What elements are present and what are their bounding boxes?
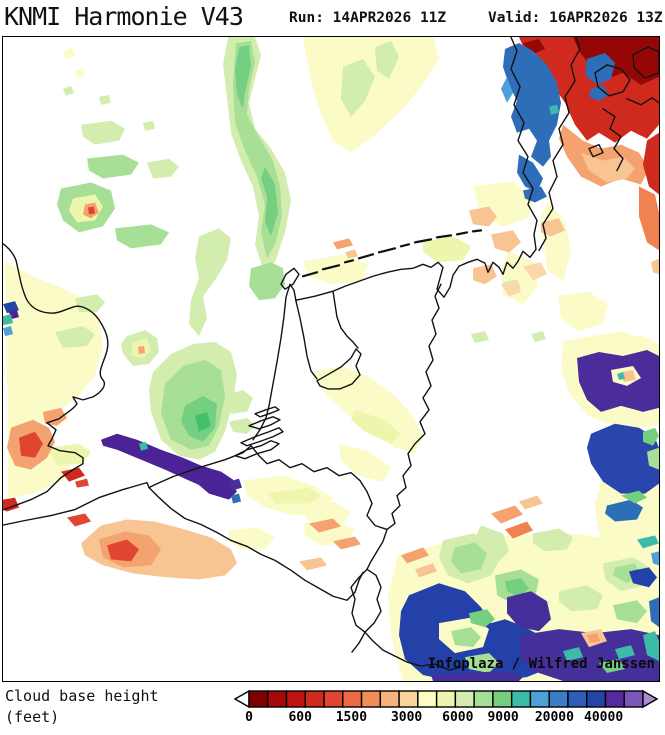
flevoland	[316, 348, 362, 390]
colorbar-tick-label: 40000	[584, 710, 623, 725]
ijsselmeer-east-shore	[332, 290, 359, 349]
colorbar-tick-label: 6000	[442, 710, 473, 725]
colorbar-left-arrow-icon	[233, 689, 250, 709]
coastline-layer	[3, 37, 659, 671]
coast-france	[3, 445, 252, 526]
colorbar-tick-label: 600	[288, 710, 312, 725]
legend-units: (feet)	[5, 708, 60, 726]
delta-island-3	[248, 416, 281, 430]
wadden-islands	[301, 229, 483, 278]
danish-island-1	[594, 64, 631, 97]
map-frame: Infoplaza / Wilfred Janssen	[2, 36, 660, 682]
colorbar-cell	[398, 690, 419, 708]
colorbar-cell	[586, 690, 607, 708]
colorbar-tick-label: 20000	[535, 710, 574, 725]
cloud-blobs-blue-northeast	[501, 42, 615, 203]
coast-england	[3, 242, 109, 511]
colorbar-svg: 0 600 1500 3000 6000 9000 20000 40000	[233, 689, 659, 725]
danish-coast-4	[602, 108, 624, 172]
coast-baltic	[538, 37, 581, 252]
colorbar-cell	[454, 690, 475, 708]
colorbar-cell	[417, 690, 438, 708]
colorbar-tick-label: 0	[245, 710, 253, 725]
colorbar-cell	[360, 690, 382, 708]
colorbar-cell	[604, 690, 625, 708]
colorbar-cell	[510, 690, 532, 708]
cloud-blobs-orange	[3, 238, 543, 580]
run-timestamp: Run: 14APR2026 11Z	[289, 10, 447, 26]
colorbar-right-arrow-icon	[642, 689, 659, 709]
danish-island-5	[588, 143, 604, 158]
colorbar-cell	[267, 690, 288, 708]
border-be-fr	[148, 486, 364, 601]
colorbar-tick-label: 1500	[336, 710, 367, 725]
colorbar-cell	[492, 690, 513, 708]
colorbar-tick-label: 3000	[391, 710, 422, 725]
delta-island-2	[240, 427, 284, 447]
watermark: Infoplaza / Wilfred Janssen	[428, 656, 655, 672]
texel-island	[280, 267, 300, 290]
border-fr-south	[351, 631, 366, 653]
colorbar-cell	[285, 690, 306, 708]
colorbar-cell	[529, 690, 550, 708]
map-svg: Infoplaza / Wilfred Janssen	[3, 37, 659, 681]
colorbar-cell	[379, 690, 400, 708]
legend-title: Cloud base height	[5, 687, 159, 705]
danish-island-2	[632, 46, 659, 79]
coast-wadden-mainland-germany-denmark	[332, 37, 538, 298]
colorbar-tick-label: 9000	[487, 710, 518, 725]
cloud-blobs-red-northeast	[469, 37, 659, 297]
colorbar-cell	[548, 690, 569, 708]
colorbar-cell	[248, 690, 269, 708]
colorbar-cell	[304, 690, 325, 708]
danish-coast-3	[626, 97, 659, 106]
border-be-de	[359, 479, 388, 571]
border-nl-be	[250, 445, 361, 482]
colorbar-cell	[623, 690, 644, 708]
colorbar-cell	[342, 690, 363, 708]
afsluitdijk	[295, 290, 334, 301]
luxembourg	[350, 568, 382, 633]
colorbar: 0 600 1500 3000 6000 9000 20000 40000	[233, 689, 662, 730]
cloud-blobs-green	[47, 37, 546, 564]
cloud-blobs-blue-southeast	[399, 567, 659, 681]
ijsselmeer-west-shore	[295, 300, 318, 380]
border-nl-de	[386, 283, 442, 531]
cloud-blobs-purple	[3, 301, 659, 522]
colorbar-cell	[567, 690, 588, 708]
border-fr-de	[364, 631, 462, 671]
colorbar-cell	[323, 690, 344, 708]
delta-island-4	[254, 406, 280, 418]
valid-timestamp: Valid: 16APR2026 13Z	[488, 10, 663, 26]
colorbar-cell	[435, 690, 457, 708]
colorbar-cell	[473, 690, 494, 708]
page-title: KNMI Harmonie V43	[4, 2, 244, 31]
delta-island-1	[234, 440, 280, 460]
